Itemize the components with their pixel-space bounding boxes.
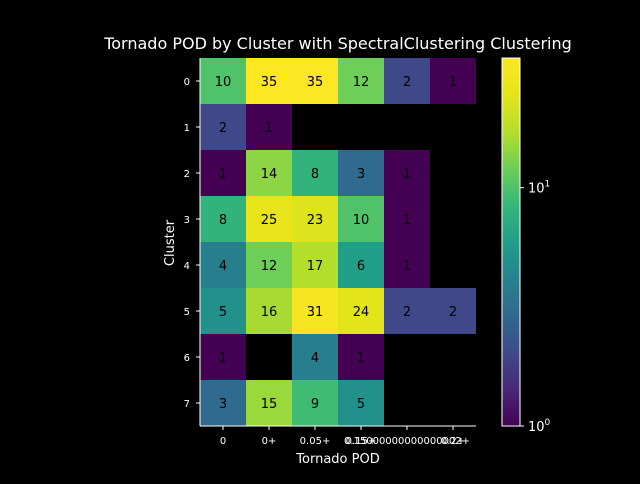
heatmap-cell-4-3 — [338, 242, 384, 288]
heatmap-cell-5-1 — [246, 288, 292, 334]
heatmap-cell-0-4 — [384, 58, 430, 104]
heatmap-cell-0-2 — [292, 58, 338, 104]
cell-label-4-2: 17 — [307, 259, 324, 274]
y-tick-label-5: 5 — [184, 307, 190, 318]
cell-label-2-2: 8 — [311, 167, 319, 182]
y-tick-label-1: 1 — [184, 123, 190, 134]
heatmap-cell-7-0 — [200, 380, 246, 426]
cell-label-2-3: 3 — [357, 167, 365, 182]
heatmap-cell-5-2 — [292, 288, 338, 334]
cell-label-3-0: 8 — [219, 213, 227, 228]
cell-label-4-4: 1 — [403, 259, 411, 274]
colorbar-tick-label-1: 101 — [528, 180, 550, 197]
cell-label-3-3: 10 — [353, 213, 370, 228]
cell-label-7-3: 5 — [357, 397, 365, 412]
heatmap-cell-6-3 — [338, 334, 384, 380]
cell-label-4-3: 6 — [357, 259, 365, 274]
cell-label-6-2: 4 — [311, 351, 319, 366]
heatmap-cell-5-0 — [200, 288, 246, 334]
cell-label-5-3: 24 — [353, 305, 370, 320]
cell-label-0-1: 35 — [261, 75, 278, 90]
y-tick-label-3: 3 — [184, 215, 190, 226]
heatmap-cell-7-2 — [292, 380, 338, 426]
chart-title: Tornado POD by Cluster with SpectralClus… — [103, 34, 572, 53]
cell-label-4-1: 12 — [261, 259, 278, 274]
cell-label-5-0: 5 — [219, 305, 227, 320]
heatmap-cell-4-1 — [246, 242, 292, 288]
cell-label-0-4: 2 — [403, 75, 411, 90]
heatmap-cell-2-4 — [384, 150, 430, 196]
cell-label-0-5: 1 — [449, 75, 457, 90]
heatmap-cell-2-3 — [338, 150, 384, 196]
cell-label-5-2: 31 — [307, 305, 324, 320]
cell-label-7-2: 9 — [311, 397, 319, 412]
y-tick-label-2: 2 — [184, 169, 190, 180]
x-tick-label-5: 0.2+ — [441, 436, 465, 447]
x-tick-label-1: 0+ — [262, 436, 277, 447]
heatmap-cell-2-2 — [292, 150, 338, 196]
y-axis: 0 1 2 3 4 5 6 7 — [184, 58, 201, 426]
heatmap-cell-0-3 — [338, 58, 384, 104]
cell-label-3-1: 25 — [261, 213, 278, 228]
y-tick-label-4: 4 — [184, 261, 190, 272]
cell-label-0-3: 12 — [353, 75, 370, 90]
cell-label-5-5: 2 — [449, 305, 457, 320]
y-axis-label: Cluster — [163, 219, 178, 266]
cell-label-6-3: 1 — [357, 351, 365, 366]
heatmap-cell-4-2 — [292, 242, 338, 288]
cell-label-7-1: 15 — [261, 397, 278, 412]
heatmap-cell-labels: 10 35 35 12 2 12 11 14 8 3 18 25 23 10 14 12 17 6 15 16 31 24… — [215, 75, 457, 412]
heatmap-cell-7-1 — [246, 380, 292, 426]
heatmap-cell-5-4 — [384, 288, 430, 334]
cell-label-5-1: 16 — [261, 305, 278, 320]
heatmap-cell-0-5 — [430, 58, 476, 104]
x-axis: 0 0+ 0.05+ 0.15+0.15000000000000002+0.2+ — [200, 425, 476, 447]
heatmap-cell-4-4 — [384, 242, 430, 288]
cell-label-0-2: 35 — [307, 75, 324, 90]
x-axis-label: Tornado POD — [295, 452, 379, 467]
cell-label-1-1: 1 — [265, 121, 273, 136]
heatmap-cell-3-4 — [384, 196, 430, 242]
heatmap-cell-6-0 — [200, 334, 246, 380]
heatmap-cell-3-2 — [292, 196, 338, 242]
heatmap-cell-1-0 — [200, 104, 246, 150]
heatmap-cell-0-0 — [200, 58, 246, 104]
y-tick-label-0: 0 — [184, 77, 190, 88]
x-tick-label-2: 0.05+ — [300, 436, 331, 447]
cell-label-1-0: 2 — [219, 121, 227, 136]
y-tick-label-6: 6 — [184, 353, 190, 364]
heatmap-cell-2-0 — [200, 150, 246, 196]
heatmap-cell-2-1 — [246, 150, 292, 196]
colorbar: 100 101 — [501, 57, 551, 435]
cell-label-6-0: 1 — [219, 351, 227, 366]
heatmap-cells — [200, 58, 476, 426]
x-tick-label-3: 0.15+ — [346, 436, 377, 447]
colorbar-tick-label-0: 100 — [528, 418, 551, 435]
x-tick-label-0: 0 — [220, 436, 226, 447]
heatmap-cell-0-1 — [246, 58, 292, 104]
cell-label-4-0: 4 — [219, 259, 227, 274]
heatmap-cell-1-1 — [246, 104, 292, 150]
heatmap-cell-5-3 — [338, 288, 384, 334]
cell-label-0-0: 10 — [215, 75, 232, 90]
y-tick-label-7: 7 — [184, 399, 190, 410]
cell-label-2-4: 1 — [403, 167, 411, 182]
cell-label-7-0: 3 — [219, 397, 227, 412]
heatmap-cell-3-0 — [200, 196, 246, 242]
cell-label-2-1: 14 — [261, 167, 278, 182]
heatmap-cell-5-5 — [430, 288, 476, 334]
colorbar-gradient — [501, 57, 521, 427]
heatmap-cell-4-0 — [200, 242, 246, 288]
heatmap-cell-3-1 — [246, 196, 292, 242]
heatmap-cell-7-3 — [338, 380, 384, 426]
cell-label-3-4: 1 — [403, 213, 411, 228]
cell-label-3-2: 23 — [307, 213, 324, 228]
heatmap-cell-6-2 — [292, 334, 338, 380]
cell-label-2-0: 1 — [219, 167, 227, 182]
cell-label-5-4: 2 — [403, 305, 411, 320]
x-tick-label-4: 0.15000000000000002+ — [344, 436, 470, 447]
heatmap-cell-3-3 — [338, 196, 384, 242]
